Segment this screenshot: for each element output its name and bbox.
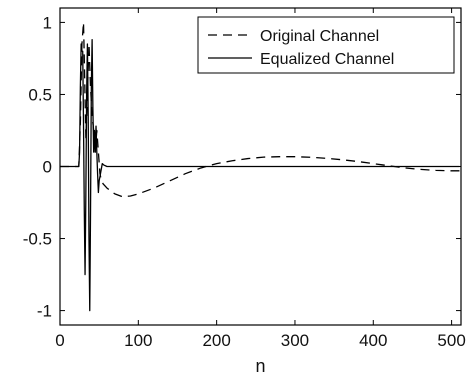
legend: Original Channel Equalized Channel bbox=[197, 16, 455, 74]
x-tick-label: 500 bbox=[437, 331, 465, 350]
plot-area bbox=[60, 21, 460, 312]
x-tick-label: 0 bbox=[55, 331, 64, 350]
series-line-equalized-channel bbox=[60, 39, 460, 312]
x-tick-label: 300 bbox=[281, 331, 309, 350]
y-tick-label: 0.5 bbox=[28, 85, 52, 104]
y-tick-label: 0 bbox=[43, 158, 52, 177]
y-tick-label: 1 bbox=[43, 13, 52, 32]
x-tick-label: 100 bbox=[124, 331, 152, 350]
x-axis-label: n bbox=[255, 356, 265, 376]
legend-box bbox=[197, 16, 455, 74]
y-tick-label: -1 bbox=[37, 302, 52, 321]
series-line-original-channel bbox=[60, 21, 460, 198]
y-tick-label: -0.5 bbox=[23, 230, 52, 249]
x-tick-label: 200 bbox=[202, 331, 230, 350]
legend-label-equalized-channel: Equalized Channel bbox=[260, 51, 394, 68]
legend-label-original-channel: Original Channel bbox=[260, 28, 379, 45]
x-tick-label: 400 bbox=[359, 331, 387, 350]
axis-ticks: 0 100 200 300 400 500 1 0.5 0 -0.5 -1 bbox=[23, 8, 466, 350]
